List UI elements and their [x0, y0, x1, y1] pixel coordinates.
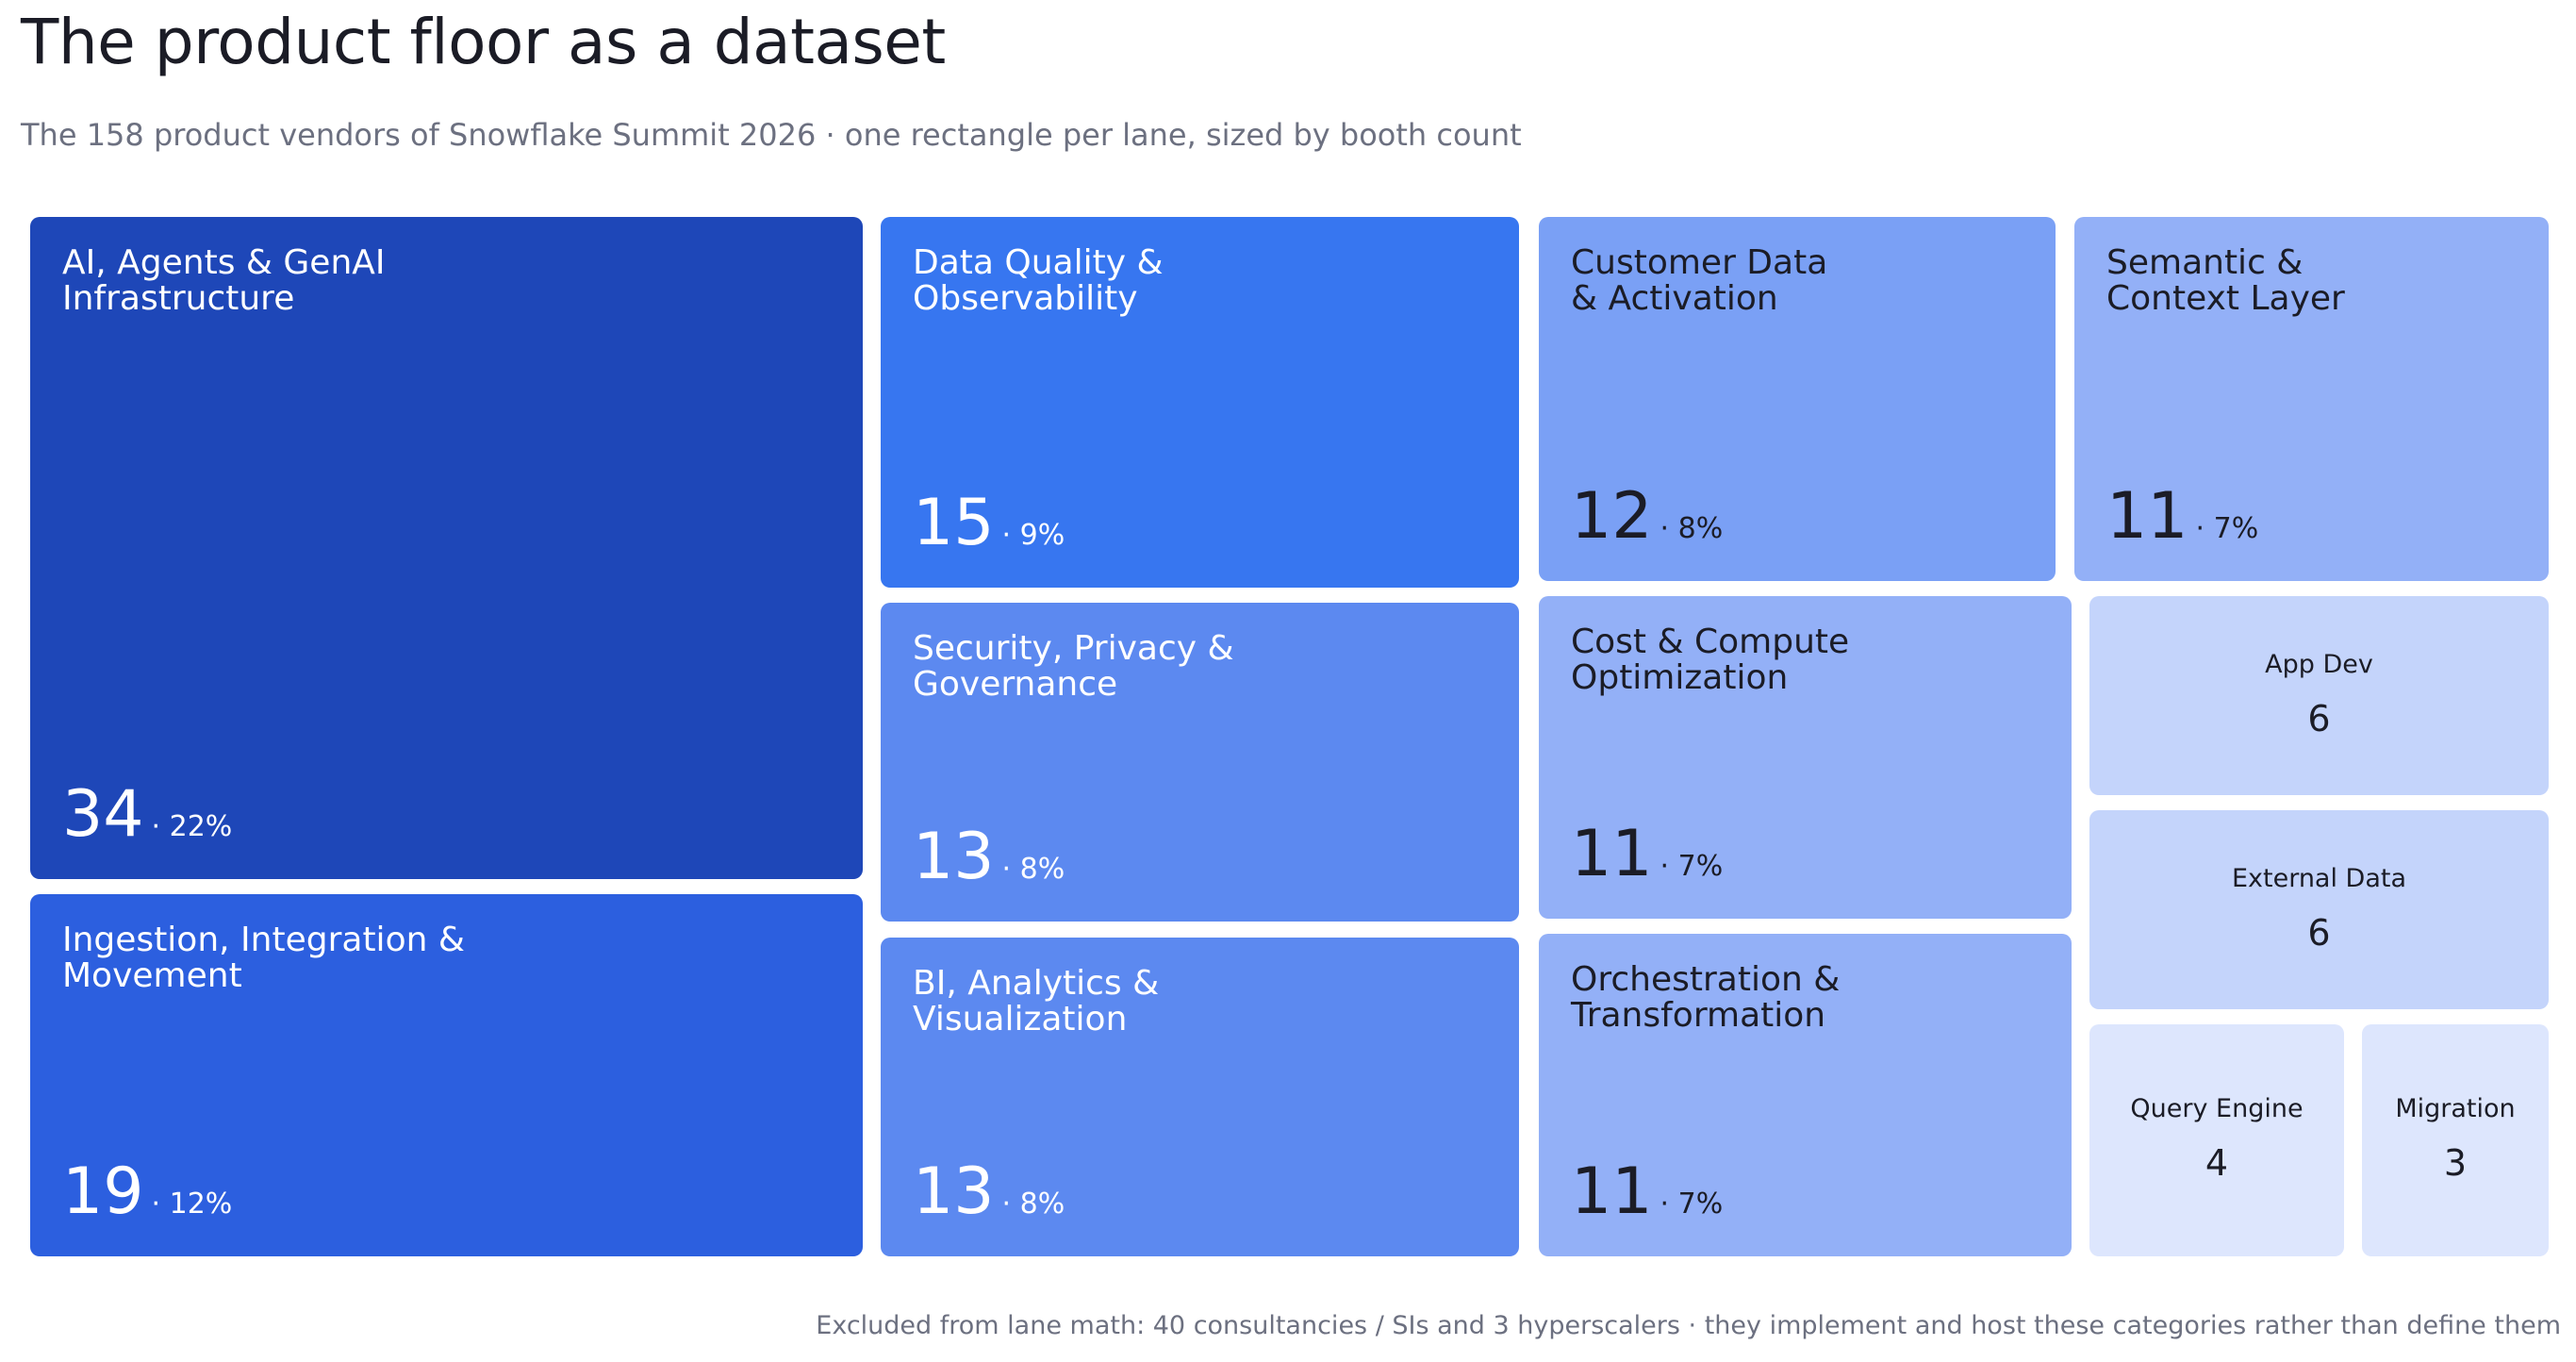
share-percent: · 8%	[1660, 512, 1724, 545]
share-percent: · 9%	[1001, 519, 1065, 552]
share-percent: · 7%	[2195, 512, 2259, 545]
booth-count: 13	[913, 1154, 995, 1229]
booth-count: 19	[62, 1154, 144, 1229]
booth-count: 6	[2307, 911, 2331, 954]
lane-name: Semantic & Context Layer	[2106, 243, 2345, 318]
booth-count: 15	[913, 486, 995, 560]
lane-name: Ingestion, Integration & Movement	[62, 921, 465, 995]
lane-name: External Data	[2231, 863, 2407, 893]
share-percent: · 7%	[1660, 850, 1724, 883]
tile-customer-data-activation: Customer Data & Activation 12 · 8%	[1539, 217, 2056, 581]
booth-count: 6	[2307, 697, 2331, 739]
share-percent: · 22%	[151, 810, 233, 843]
lane-name: Customer Data & Activation	[1571, 243, 1828, 318]
tile-ai-agents-genai-infrastructure: AI, Agents & GenAI Infrastructure 34 · 22%	[30, 217, 863, 879]
booth-count: 11	[1571, 1154, 1653, 1229]
tile-query-engine: Query Engine 4	[2089, 1024, 2344, 1256]
share-percent: · 7%	[1660, 1188, 1724, 1221]
lane-name: AI, Agents & GenAI Infrastructure	[62, 243, 386, 318]
tile-external-data: External Data 6	[2089, 810, 2549, 1009]
tile-data-quality-observability: Data Quality & Observability 15 · 9%	[881, 217, 1519, 588]
booth-count: 11	[1571, 817, 1653, 891]
lane-name: Query Engine	[2130, 1094, 2304, 1123]
lane-name: Orchestration & Transformation	[1571, 960, 1841, 1035]
booth-count: 12	[1571, 479, 1653, 554]
lane-name: Cost & Compute Optimization	[1571, 623, 1850, 697]
booth-count: 11	[2106, 479, 2188, 554]
lane-name: Migration	[2395, 1094, 2516, 1123]
tile-orchestration-transformation: Orchestration & Transformation 11 · 7%	[1539, 934, 2072, 1256]
lane-name: Data Quality & Observability	[913, 243, 1164, 318]
chart-subtitle: The 158 product vendors of Snowflake Sum…	[21, 117, 1522, 153]
tile-security-privacy-governance: Security, Privacy & Governance 13 · 8%	[881, 603, 1519, 922]
tile-migration: Migration 3	[2362, 1024, 2549, 1256]
chart-footnote: Excluded from lane math: 40 consultancie…	[816, 1311, 2561, 1340]
share-percent: · 8%	[1001, 853, 1065, 886]
share-percent: · 12%	[151, 1188, 233, 1221]
tile-semantic-context-layer: Semantic & Context Layer 11 · 7%	[2074, 217, 2549, 581]
lane-name: Security, Privacy & Governance	[913, 629, 1234, 704]
lane-name: App Dev	[2265, 649, 2373, 679]
booth-count: 3	[2443, 1142, 2468, 1184]
booth-count: 34	[62, 777, 144, 852]
booth-count: 4	[2204, 1142, 2229, 1184]
booth-count: 13	[913, 820, 995, 894]
tile-app-dev: App Dev 6	[2089, 596, 2549, 795]
chart-title: The product floor as a dataset	[21, 6, 946, 78]
tile-bi-analytics-visualization: BI, Analytics & Visualization 13 · 8%	[881, 938, 1519, 1256]
lane-name: BI, Analytics & Visualization	[913, 964, 1160, 1038]
tile-ingestion-integration-movement: Ingestion, Integration & Movement 19 · 12%	[30, 894, 863, 1256]
tile-cost-compute-optimization: Cost & Compute Optimization 11 · 7%	[1539, 596, 2072, 919]
share-percent: · 8%	[1001, 1188, 1065, 1221]
